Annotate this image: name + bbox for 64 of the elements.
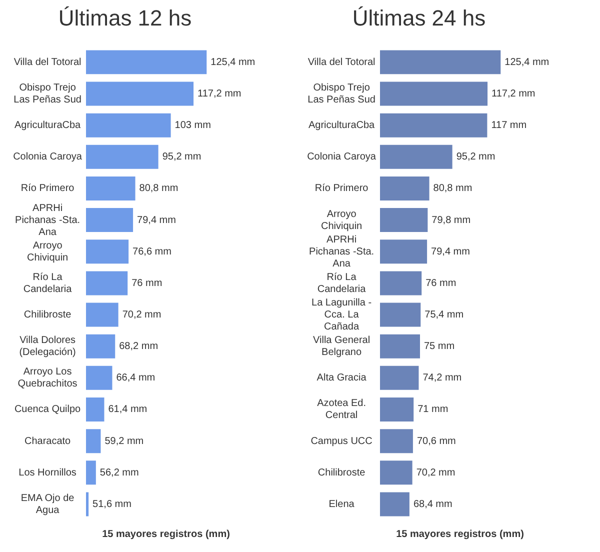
y-tick-label: APRHi Pichanas -Sta. Ana	[309, 234, 374, 270]
data-label: 68,4 mm	[413, 498, 452, 510]
y-tick-label: Río Primero	[314, 183, 369, 194]
y-tick-label: Villa del Totoral	[308, 56, 376, 68]
y-tick-label: Río La Candelaria	[317, 272, 366, 295]
data-label: 79,4 mm	[431, 246, 470, 258]
data-label: 71 mm	[418, 404, 448, 416]
y-tick-label: Chilibroste	[318, 467, 366, 478]
chart-title: Últimas 24 hs	[352, 5, 486, 30]
data-label: 74,2 mm	[422, 372, 462, 384]
y-tick-label: Villa Dolores (Delegación)	[19, 335, 76, 358]
y-tick-label: Elena	[328, 498, 355, 510]
y-tick-label: Chilibroste	[24, 310, 72, 321]
data-label: 66,4 mm	[116, 372, 156, 384]
data-label: 70,2 mm	[122, 310, 162, 321]
y-tick-label: AgriculturaCba	[14, 120, 82, 132]
y-tick-label: Río Primero	[20, 183, 75, 194]
data-label: 95,2 mm	[456, 152, 496, 163]
x-axis-title: 15 mayores registros (mm)	[102, 528, 230, 540]
y-tick-label: Colonia Caroya	[13, 152, 82, 163]
y-tick-label: Villa del Totoral	[14, 56, 82, 68]
data-label: 117,2 mm	[198, 88, 242, 100]
data-label: 117 mm	[491, 120, 527, 132]
y-tick-label: AgriculturaCba	[308, 120, 376, 132]
y-tick-label: Arroyo Los Quebrachitos	[18, 366, 78, 390]
y-tick-label: Obispo Trejo Las Peñas Sud	[14, 82, 82, 106]
data-label: 51,6 mm	[92, 498, 132, 510]
data-label: 70,2 mm	[416, 467, 456, 478]
y-tick-label: La Lagunilla - Cca. La Cañada	[312, 298, 372, 333]
y-tick-label: Obispo Trejo Las Peñas Sud	[308, 82, 376, 106]
y-tick-label: Los Hornillos	[18, 467, 76, 478]
data-label: 76 mm	[426, 278, 456, 289]
data-label: 103 mm	[174, 120, 211, 132]
data-label: 59,2 mm	[104, 436, 144, 447]
data-label: 70,6 mm	[416, 436, 456, 447]
data-label: 79,4 mm	[137, 214, 176, 226]
data-label: 80,8 mm	[433, 183, 472, 194]
y-tick-label: Arroyo Chiviquin	[26, 240, 68, 264]
data-label: 75,4 mm	[424, 310, 464, 321]
chart-title: Últimas 12 hs	[58, 5, 192, 30]
data-label: 56,2 mm	[100, 467, 139, 478]
y-tick-label: Río La Candelaria	[23, 272, 72, 295]
y-tick-label: Arroyo Chiviquin	[320, 208, 362, 232]
data-label: 80,8 mm	[139, 183, 178, 194]
data-label: 95,2 mm	[162, 152, 202, 163]
y-tick-label: Villa General Belgrano	[313, 335, 370, 358]
y-tick-label: APRHi Pichanas -Sta. Ana	[15, 202, 80, 238]
y-tick-label: Characato	[24, 436, 72, 447]
data-label: 125,4 mm	[210, 56, 256, 68]
data-label: 75 mm	[424, 341, 455, 352]
data-label: 68,2 mm	[119, 341, 158, 352]
data-label: 117,2 mm	[492, 88, 536, 100]
y-tick-label: Azotea Ed. Central	[317, 398, 366, 422]
y-tick-label: EMA Ojo de Agua	[20, 492, 75, 516]
data-label: 61,4 mm	[108, 404, 148, 416]
y-tick-label: Alta Gracia	[316, 372, 367, 384]
y-tick-label: Colonia Caroya	[307, 152, 376, 163]
y-tick-label: Cuenca Quilpo	[14, 404, 82, 416]
y-tick-label: Campus UCC	[310, 436, 372, 447]
data-label: 125,4 mm	[504, 56, 550, 68]
data-label: 79,8 mm	[432, 214, 471, 226]
data-label: 76 mm	[132, 278, 162, 289]
x-axis-title: 15 mayores registros (mm)	[396, 528, 524, 540]
data-label: 76,6 mm	[132, 246, 172, 258]
